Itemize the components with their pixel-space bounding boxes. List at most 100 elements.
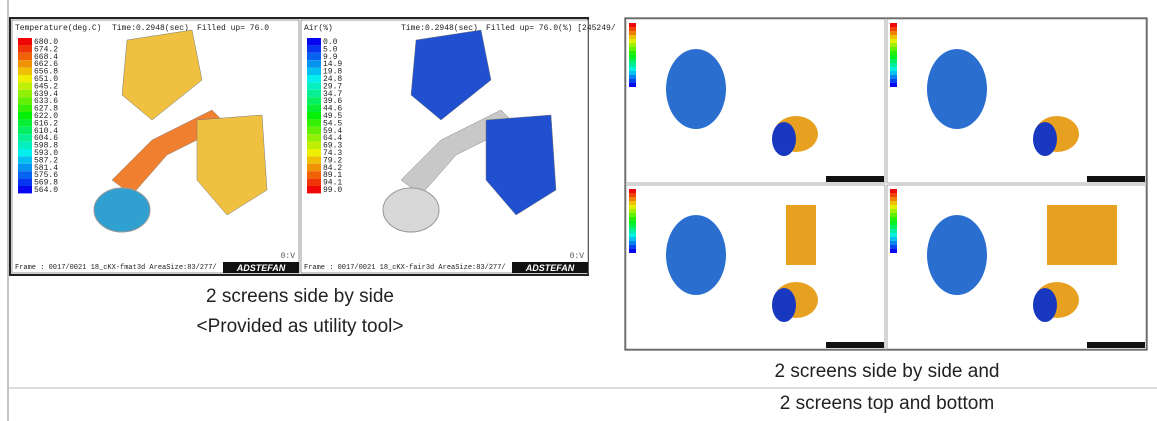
legend-swatch <box>890 217 897 221</box>
legend-swatch <box>890 225 897 229</box>
legend-swatch <box>629 63 636 67</box>
legend-swatch <box>629 209 636 213</box>
screen: Temperature(deg.C) Time:0.2948(sec) Filled… <box>11 19 300 274</box>
header-quantity: Temperature(deg.C) <box>15 24 101 33</box>
legend-swatch <box>307 60 321 68</box>
footer: Frame : 0017/0021 18_cKX-fair3d AreaSize… <box>304 264 506 272</box>
legend-swatch <box>890 59 897 63</box>
legend-label: 581.4 <box>34 164 58 173</box>
legend-swatch <box>18 75 32 83</box>
legend-label: 668.4 <box>34 53 58 62</box>
legend-swatch <box>307 141 321 149</box>
legend-label: 610.4 <box>34 127 58 136</box>
caption: 2 screens side by side and <box>775 361 1000 382</box>
legend-swatch <box>629 35 636 39</box>
legend-swatch <box>18 163 32 172</box>
sleeve-end <box>1033 122 1057 156</box>
screen <box>625 18 886 184</box>
header-time: Time:0.2948(sec) <box>112 24 189 33</box>
legend-label: 59.4 <box>323 127 342 136</box>
legend-swatch <box>307 97 321 105</box>
legend-swatch <box>890 237 897 241</box>
legend-swatch <box>18 156 32 164</box>
legend-swatch <box>629 221 636 225</box>
legend-label: 5.0 <box>323 45 338 54</box>
legend-label: 627.8 <box>34 105 58 114</box>
legend-swatch <box>890 55 897 59</box>
legend-swatch <box>629 67 636 71</box>
legend-swatch <box>18 178 32 186</box>
screen: Air(%) Time:0.2948(sec) Filled up= 76.0(%)… <box>300 19 616 274</box>
legend-label: 633.6 <box>34 97 58 106</box>
legend-label: 54.5 <box>323 119 342 128</box>
four-screens <box>625 18 1147 350</box>
legend-swatch <box>890 67 897 71</box>
legend-swatch <box>307 119 321 127</box>
legend-swatch <box>307 178 321 186</box>
legend-swatch <box>18 141 32 149</box>
legend-label: 9.9 <box>323 53 338 62</box>
header-filled: Filled up= 76.0(%) [245249/ <box>486 24 616 33</box>
legend-swatch <box>629 205 636 209</box>
ladle <box>927 215 987 295</box>
header-filled: Filled up= 76.0 <box>197 24 269 33</box>
legend-label: 64.4 <box>323 134 342 143</box>
legend-swatch <box>18 104 32 112</box>
legend-swatch <box>629 75 636 79</box>
casting-part <box>485 114 557 216</box>
legend-label: 645.2 <box>34 82 58 91</box>
legend-swatch <box>890 241 897 245</box>
legend-label: 94.1 <box>323 179 342 188</box>
casting-part <box>196 114 268 216</box>
legend-swatch <box>18 38 32 46</box>
legend-swatch <box>890 71 897 75</box>
legend-swatch <box>18 60 32 68</box>
casting <box>786 205 816 265</box>
legend-label: 14.9 <box>323 60 342 69</box>
legend-swatch <box>890 197 897 201</box>
legend-swatch <box>18 52 32 61</box>
screen <box>886 18 1147 184</box>
legend-swatch <box>18 171 32 179</box>
legend-swatch <box>629 47 636 51</box>
legend-swatch <box>890 233 897 237</box>
legend-swatch <box>629 31 636 35</box>
legend-swatch <box>629 59 636 63</box>
casting-part <box>410 29 492 121</box>
legend-swatch <box>629 217 636 221</box>
legend-swatch <box>890 31 897 35</box>
legend-label: 49.5 <box>323 112 342 121</box>
legend-swatch <box>890 51 897 55</box>
legend-label: 616.2 <box>34 119 58 128</box>
legend-swatch <box>629 27 636 31</box>
legend-label: 622.0 <box>34 112 58 121</box>
legend-swatch <box>629 83 636 87</box>
legend-label: 680.0 <box>34 38 58 47</box>
legend-swatch <box>890 35 897 39</box>
legend-swatch <box>18 134 32 142</box>
legend-swatch <box>629 55 636 59</box>
legend-swatch <box>18 82 32 90</box>
legend-swatch <box>890 249 897 253</box>
legend-swatch <box>890 221 897 225</box>
caption: 2 screens side by side <box>206 286 394 307</box>
legend-swatch <box>629 51 636 55</box>
legend-label: 656.8 <box>34 68 58 77</box>
ladle <box>666 215 726 295</box>
legend-swatch <box>629 197 636 201</box>
legend-swatch <box>629 237 636 241</box>
logo-bg <box>512 262 588 273</box>
casting-sprue <box>382 187 440 233</box>
legend-label: 564.0 <box>34 186 58 195</box>
sleeve-end <box>772 288 796 322</box>
logo-bg <box>1087 342 1145 348</box>
legend-label: 0.0 <box>323 38 338 47</box>
legend-label: 39.6 <box>323 97 342 106</box>
logo: ADSTEFAN <box>525 263 575 273</box>
legend-swatch <box>629 245 636 249</box>
sleeve-end <box>772 122 796 156</box>
casting-sprue <box>93 187 151 233</box>
legend-swatch <box>890 39 897 43</box>
view-label: 0:V <box>281 252 296 261</box>
